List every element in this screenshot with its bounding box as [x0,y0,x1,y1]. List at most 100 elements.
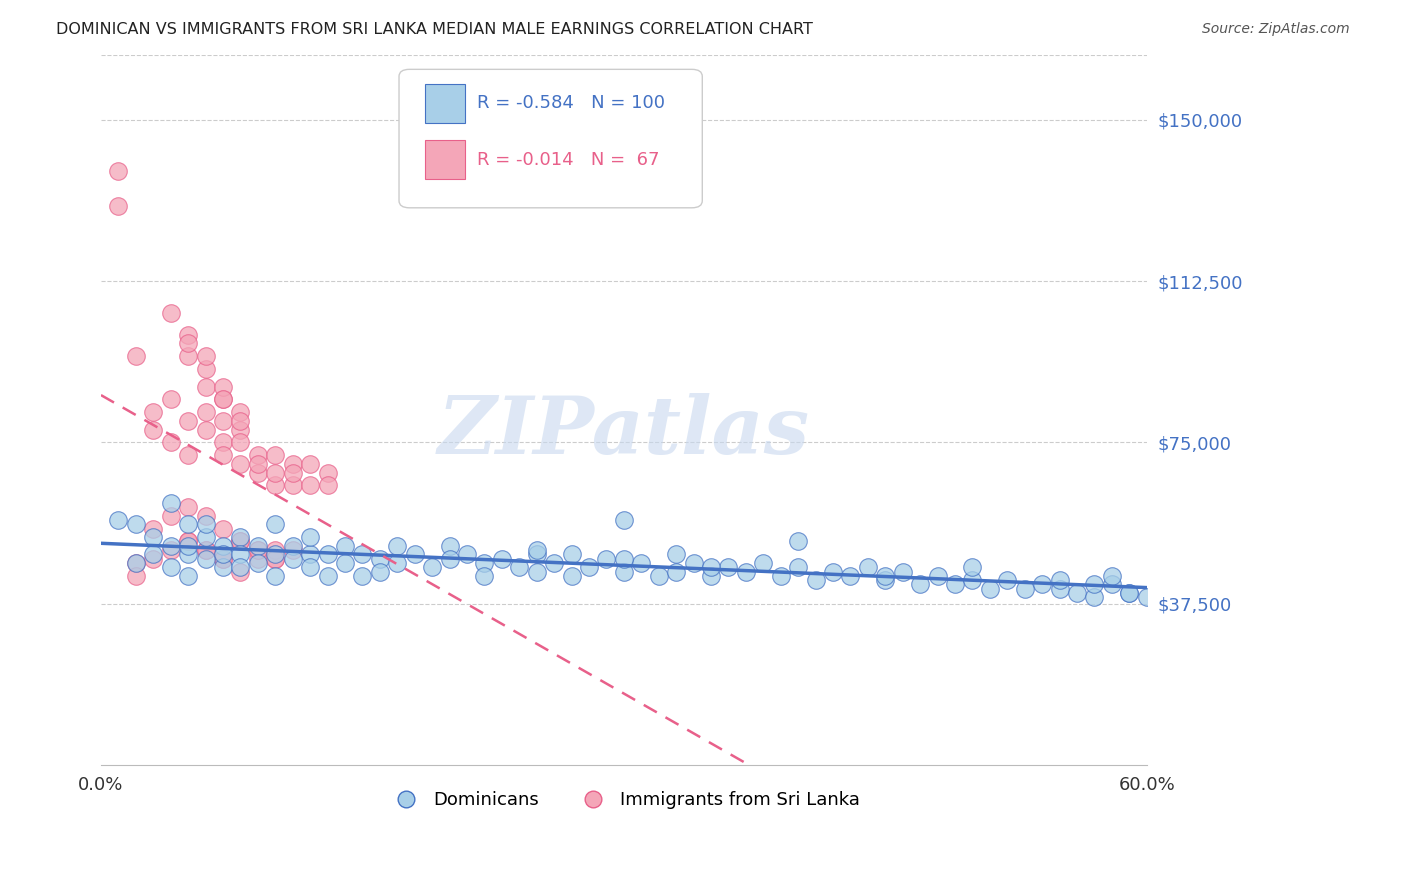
Point [264,466,287,480]
Point [264,569,287,583]
Point [387,556,409,570]
Point [439,539,461,553]
Point [246,556,269,570]
Point [543,556,565,570]
Point [316,547,339,561]
Point [491,551,513,566]
Point [962,560,984,574]
Point [229,534,252,549]
Point [212,448,235,462]
Text: R = -0.014   N =  67: R = -0.014 N = 67 [478,152,659,169]
Point [229,435,252,450]
Point [194,423,217,437]
Point [229,423,252,437]
Point [142,522,165,536]
Point [281,543,304,558]
Point [561,547,583,561]
Point [246,539,269,553]
Point [316,478,339,492]
Point [125,569,148,583]
Point [264,448,287,462]
Point [194,350,217,364]
Point [281,457,304,471]
Point [368,565,391,579]
Point [908,577,931,591]
Point [159,392,181,407]
Point [264,478,287,492]
Point [1136,591,1159,605]
Point [717,560,740,574]
Point [229,565,252,579]
Point [177,539,200,553]
Point [194,530,217,544]
Text: Source: ZipAtlas.com: Source: ZipAtlas.com [1202,22,1350,37]
Point [875,573,897,587]
Point [229,457,252,471]
Bar [425,84,465,122]
Point [613,565,636,579]
Point [142,547,165,561]
Point [856,560,879,574]
Point [212,560,235,574]
Point [299,547,322,561]
Point [194,543,217,558]
Point [142,551,165,566]
Point [177,534,200,549]
Point [177,414,200,428]
Point [177,569,200,583]
Point [159,496,181,510]
Point [194,517,217,532]
Point [1049,573,1071,587]
Point [1066,586,1088,600]
Point [159,306,181,320]
Point [159,560,181,574]
Point [734,565,756,579]
Point [891,565,914,579]
Point [769,569,792,583]
Point [1101,569,1123,583]
Point [264,551,287,566]
Point [1083,577,1105,591]
Point [456,547,478,561]
Point [927,569,949,583]
Point [229,530,252,544]
Point [1049,582,1071,596]
Point [177,500,200,514]
Point [212,392,235,407]
Point [246,466,269,480]
Point [177,327,200,342]
Point [107,513,129,527]
Point [229,414,252,428]
Point [420,560,443,574]
Point [316,466,339,480]
Point [264,551,287,566]
Point [1118,586,1140,600]
Point [212,539,235,553]
Text: R = -0.584   N = 100: R = -0.584 N = 100 [478,95,665,112]
Point [177,517,200,532]
Point [107,164,129,178]
Point [875,569,897,583]
Point [229,405,252,419]
Point [1118,586,1140,600]
Point [700,569,723,583]
Point [368,551,391,566]
Point [229,560,252,574]
FancyBboxPatch shape [399,70,702,208]
Point [995,573,1018,587]
Point [281,466,304,480]
Point [1083,591,1105,605]
Point [246,551,269,566]
Point [962,573,984,587]
Bar [425,140,465,179]
Point [142,530,165,544]
Point [194,543,217,558]
Point [648,569,671,583]
Point [439,551,461,566]
Legend: Dominicans, Immigrants from Sri Lanka: Dominicans, Immigrants from Sri Lanka [381,784,868,816]
Point [682,556,704,570]
Point [107,199,129,213]
Point [630,556,652,570]
Point [264,543,287,558]
Point [177,350,200,364]
